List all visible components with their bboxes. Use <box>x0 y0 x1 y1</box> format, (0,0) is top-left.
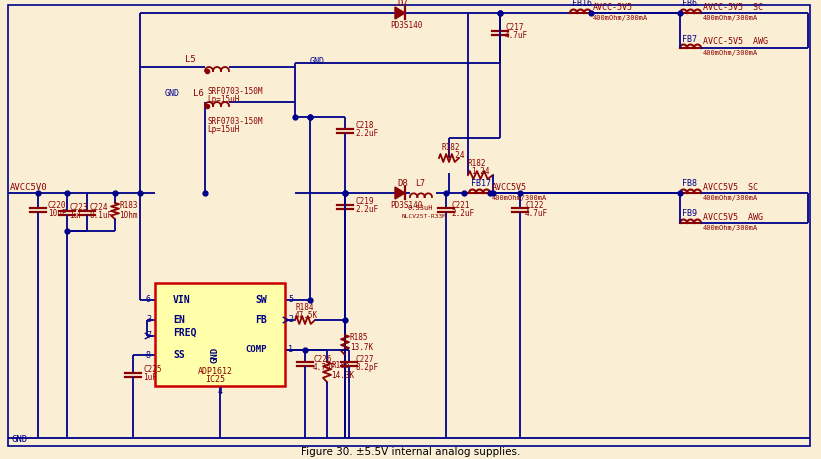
Text: D7: D7 <box>397 0 408 7</box>
Text: FB: FB <box>255 315 267 325</box>
Text: FREQ: FREQ <box>173 328 196 338</box>
Text: GND: GND <box>12 436 28 444</box>
Text: 0.1uF: 0.1uF <box>89 211 112 219</box>
Text: 400mOhm/300mA: 400mOhm/300mA <box>703 50 759 56</box>
Text: C223: C223 <box>69 202 88 212</box>
Text: 3: 3 <box>146 315 151 325</box>
Text: PD3S140: PD3S140 <box>390 201 422 209</box>
Text: C221: C221 <box>451 201 470 209</box>
Text: 1uF: 1uF <box>69 211 83 219</box>
Text: R182: R182 <box>441 144 460 152</box>
Text: SW: SW <box>255 295 267 305</box>
Text: 2.2uF: 2.2uF <box>355 129 378 139</box>
Text: FB17: FB17 <box>471 179 491 189</box>
Text: 2: 2 <box>288 315 293 325</box>
Text: C225: C225 <box>143 364 162 374</box>
Text: FB16: FB16 <box>572 0 592 9</box>
Text: VIN: VIN <box>173 295 190 305</box>
Text: AVCC5V5  SC: AVCC5V5 SC <box>703 183 758 191</box>
Polygon shape <box>395 7 405 19</box>
Text: C220: C220 <box>48 201 67 209</box>
Text: 400mOhm/300mA: 400mOhm/300mA <box>703 15 759 21</box>
Text: D8: D8 <box>397 179 408 187</box>
Text: 400mOhm/300mA: 400mOhm/300mA <box>593 15 649 21</box>
Text: C227: C227 <box>355 354 374 364</box>
Text: L5: L5 <box>185 55 195 63</box>
Text: SRF0703-150M: SRF0703-150M <box>207 88 263 96</box>
Text: 10uF: 10uF <box>48 208 67 218</box>
Text: R186: R186 <box>331 360 350 369</box>
Text: AVCC-5V5: AVCC-5V5 <box>593 2 633 11</box>
Text: SS: SS <box>173 350 185 360</box>
Text: 1.24: 1.24 <box>471 167 489 175</box>
Text: AVCC5V5: AVCC5V5 <box>492 183 527 191</box>
Text: AVCC5V5  AWG: AVCC5V5 AWG <box>703 213 763 222</box>
Text: 13.7K: 13.7K <box>350 343 373 353</box>
Text: 5: 5 <box>288 296 293 304</box>
Text: R184: R184 <box>295 303 314 313</box>
Text: FB7: FB7 <box>682 34 697 44</box>
Text: AVCC5V0: AVCC5V0 <box>10 183 48 191</box>
Text: 4: 4 <box>218 387 222 397</box>
Text: 4.7nF: 4.7nF <box>313 363 336 371</box>
Text: FB6: FB6 <box>682 0 697 9</box>
Text: 400mOhm/300mA: 400mOhm/300mA <box>492 195 548 201</box>
Text: 6: 6 <box>146 296 151 304</box>
Text: C217: C217 <box>505 23 524 33</box>
Text: GND: GND <box>165 90 180 99</box>
Text: C219: C219 <box>355 197 374 207</box>
Text: 0.33uH: 0.33uH <box>408 205 433 211</box>
Text: GND: GND <box>210 347 219 363</box>
Text: R185: R185 <box>350 334 369 342</box>
Text: R182: R182 <box>468 158 487 168</box>
Text: C226: C226 <box>313 354 332 364</box>
Text: L7: L7 <box>415 179 425 189</box>
Text: 8: 8 <box>146 351 151 359</box>
Text: GND: GND <box>310 56 325 66</box>
Text: 400mOhm/300mA: 400mOhm/300mA <box>703 225 759 231</box>
Text: AVCC-5V5  AWG: AVCC-5V5 AWG <box>703 38 768 46</box>
Text: EN: EN <box>173 315 185 325</box>
Text: 2.2uF: 2.2uF <box>355 206 378 214</box>
Text: 47.5K: 47.5K <box>295 312 318 320</box>
Text: C122: C122 <box>525 201 544 209</box>
Text: 2.2uF: 2.2uF <box>451 208 474 218</box>
Text: 7: 7 <box>146 331 151 341</box>
Text: ADP1612: ADP1612 <box>198 368 232 376</box>
Text: FB9: FB9 <box>682 209 697 218</box>
Text: 1Ohm: 1Ohm <box>119 211 137 219</box>
Text: 1uF: 1uF <box>143 373 157 381</box>
Polygon shape <box>395 187 405 199</box>
Text: IC25: IC25 <box>205 375 225 385</box>
Text: 14.3K: 14.3K <box>331 370 354 380</box>
Text: 8.2pF: 8.2pF <box>355 363 378 371</box>
Text: L6: L6 <box>193 90 204 99</box>
Text: PD3S140: PD3S140 <box>390 22 422 30</box>
Text: 4.7uF: 4.7uF <box>505 32 528 40</box>
Text: 4.7uF: 4.7uF <box>525 208 548 218</box>
Text: C224: C224 <box>89 202 108 212</box>
Text: Figure 30. ±5.5V internal analog supplies.: Figure 30. ±5.5V internal analog supplie… <box>301 447 521 457</box>
Text: 1.24: 1.24 <box>446 151 465 161</box>
Text: 1: 1 <box>288 346 293 354</box>
Text: AVCC-5V5  SC: AVCC-5V5 SC <box>703 2 763 11</box>
Text: COMP: COMP <box>245 346 267 354</box>
Text: NLCV25T-R33M: NLCV25T-R33M <box>402 213 447 218</box>
Text: SRF0703-150M: SRF0703-150M <box>207 118 263 127</box>
Bar <box>155 283 285 386</box>
Text: Lp=15uH: Lp=15uH <box>207 95 240 105</box>
Text: 400mOhm/300mA: 400mOhm/300mA <box>703 195 759 201</box>
Text: FB8: FB8 <box>682 179 697 189</box>
Text: C218: C218 <box>355 122 374 130</box>
Text: Lp=15uH: Lp=15uH <box>207 125 240 134</box>
Text: R183: R183 <box>119 201 137 209</box>
